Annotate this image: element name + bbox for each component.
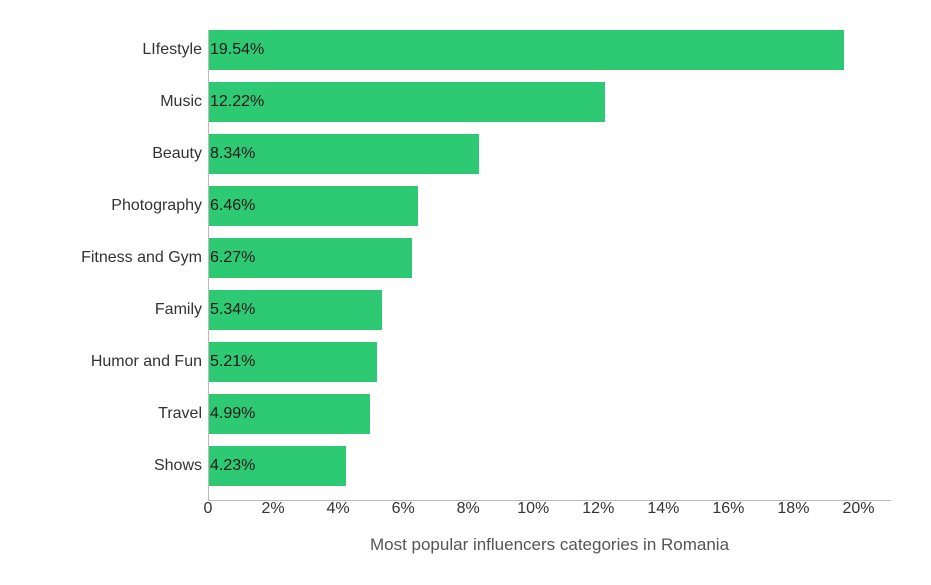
bar-category-label: Photography: [111, 197, 202, 215]
chart-container: LIfestyle19.54%Music12.22%Beauty8.34%Pho…: [0, 0, 931, 585]
bar-value-label: 4.99%: [210, 405, 255, 423]
x-tick-label: 16%: [712, 500, 744, 518]
bar-row: Fitness and Gym6.27%: [208, 238, 891, 278]
x-tick-label: 4%: [327, 500, 350, 518]
bar-row: Family5.34%: [208, 290, 891, 330]
x-tick-label: 20%: [842, 500, 874, 518]
x-tick-label: 2%: [261, 500, 284, 518]
x-tick-label: 18%: [777, 500, 809, 518]
bar-row: Music12.22%: [208, 82, 891, 122]
bar-row: LIfestyle19.54%: [208, 30, 891, 70]
bar-row: Humor and Fun5.21%: [208, 342, 891, 382]
x-tick-label: 10%: [517, 500, 549, 518]
x-axis: 02%4%6%8%10%12%14%16%18%20%: [208, 500, 891, 525]
bar-value-label: 19.54%: [210, 41, 264, 59]
bar-category-label: Beauty: [152, 145, 202, 163]
x-axis-title: Most popular influencers categories in R…: [208, 535, 891, 555]
bar-value-label: 5.21%: [210, 353, 255, 371]
bar-value-label: 12.22%: [210, 93, 264, 111]
bar-category-label: Humor and Fun: [91, 353, 202, 371]
bar-value-label: 6.27%: [210, 249, 255, 267]
bar: [208, 30, 844, 70]
bar-category-label: Fitness and Gym: [81, 249, 202, 267]
x-tick-label: 12%: [582, 500, 614, 518]
bar-category-label: LIfestyle: [142, 41, 202, 59]
bar-category-label: Travel: [158, 405, 202, 423]
bar-row: Beauty8.34%: [208, 134, 891, 174]
x-tick-label: 8%: [457, 500, 480, 518]
plot-area: LIfestyle19.54% Music12.22% Beauty8.34% Pho…: [208, 30, 891, 500]
bar-value-label: 4.23%: [210, 457, 255, 475]
bar-category-label: Family: [155, 301, 202, 319]
x-tick-label: 14%: [647, 500, 679, 518]
bar: [208, 82, 605, 122]
bar-category-label: Shows: [154, 457, 202, 475]
bar-value-label: 8.34%: [210, 145, 255, 163]
x-tick-label: 0: [204, 500, 213, 518]
y-axis-line: [208, 30, 209, 500]
bar-row: Photography6.46%: [208, 186, 891, 226]
bar-category-label: Music: [160, 93, 202, 111]
x-tick-label: 6%: [392, 500, 415, 518]
bar-value-label: 5.34%: [210, 301, 255, 319]
bar-row: Shows4.23%: [208, 446, 891, 486]
bar-row: Travel4.99%: [208, 394, 891, 434]
bar-value-label: 6.46%: [210, 197, 255, 215]
